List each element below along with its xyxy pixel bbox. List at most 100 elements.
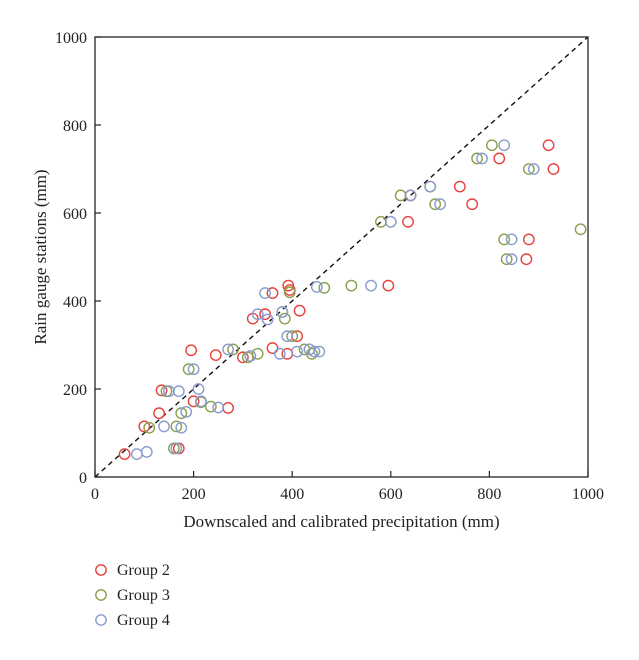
data-point [158,420,170,433]
data-point [138,420,151,433]
data-point [542,139,555,152]
data-point [209,349,222,362]
data-point [261,313,274,326]
data-point [131,448,143,461]
data-point [394,189,407,202]
data-point [429,198,442,211]
x-tick-label: 1000 [572,486,604,503]
y-tick-label: 400 [63,294,87,311]
data-point [375,215,387,228]
data-point [185,344,198,357]
data-point [291,345,304,358]
data-point [273,347,286,360]
x-tick-label: 0 [91,486,99,503]
data-point [505,233,518,246]
series-3 [143,139,587,455]
data-point [182,363,195,376]
legend-item: Group 3 [95,587,170,604]
data-point [204,400,217,413]
reference-line [94,36,589,478]
data-point [318,281,331,294]
legend-item: Group 2 [95,562,170,579]
data-point [522,233,535,246]
series-4 [131,139,540,461]
data-point [505,253,518,266]
series-2 [118,139,560,461]
data-point [402,215,414,228]
data-point [278,312,291,325]
data-point [195,395,207,408]
legend: Group 2 Group 3 Group 4 [95,562,170,629]
plot-frame [94,36,589,478]
legend-item: Group 4 [95,612,170,629]
data-point [310,281,323,293]
x-tick-label: 400 [280,486,304,503]
data-point [276,306,289,318]
data-point [187,395,200,408]
plot-area: 0 200 400 600 800 1000 0 200 400 600 800 1000 [55,30,604,503]
data-point [180,405,193,418]
data-point [424,180,437,193]
data-point [140,446,153,458]
data-point [172,385,185,398]
data-point [153,407,165,420]
data-point [476,152,488,165]
data-point [500,253,513,266]
data-point [345,279,358,292]
data-point [308,345,321,358]
legend-marker [95,589,107,601]
data-point [266,342,279,354]
data-point [471,152,483,165]
y-tick-label: 200 [63,382,87,399]
data-point [283,286,296,299]
data-point [434,198,446,211]
data-point [266,287,279,299]
data-point [212,401,225,414]
data-point [313,345,326,358]
data-point [163,385,175,398]
data-point [527,163,540,175]
data-point [170,442,183,455]
y-tick-label: 1000 [55,30,87,47]
x-tick-label: 800 [477,486,501,503]
data-point [227,343,239,356]
legend-marker [95,614,107,626]
data-point [143,421,156,434]
legend-label: Group 2 [117,562,170,579]
data-point [118,448,131,461]
data-point [384,215,397,228]
data-point [222,402,235,414]
data-point [236,351,249,364]
data-point [259,287,271,299]
data-point [498,139,511,152]
legend-label: Group 4 [117,612,170,629]
x-axis-title: Downscaled and calibrated precipitation … [183,512,499,531]
x-tick-label: 600 [379,486,403,503]
y-tick-label: 0 [79,470,87,487]
data-point [244,350,257,362]
data-point [293,304,306,317]
data-point [281,330,294,343]
y-tick-label: 800 [63,118,87,135]
data-point [192,383,205,395]
y-tick-label: 600 [63,206,87,223]
legend-marker [95,564,107,576]
data-point [170,420,183,433]
data-point [251,308,264,321]
data-point [485,139,498,152]
data-point [259,308,271,321]
data-point [404,189,417,202]
x-tick-label: 200 [182,486,206,503]
data-point [466,198,479,211]
data-point [520,253,533,266]
data-point [453,180,466,193]
data-point [382,279,395,292]
data-point [155,384,168,397]
data-point [187,363,200,376]
data-point [175,421,188,434]
data-point [522,163,535,175]
data-point [365,279,377,292]
data-point [222,343,235,356]
data-point [175,407,188,420]
